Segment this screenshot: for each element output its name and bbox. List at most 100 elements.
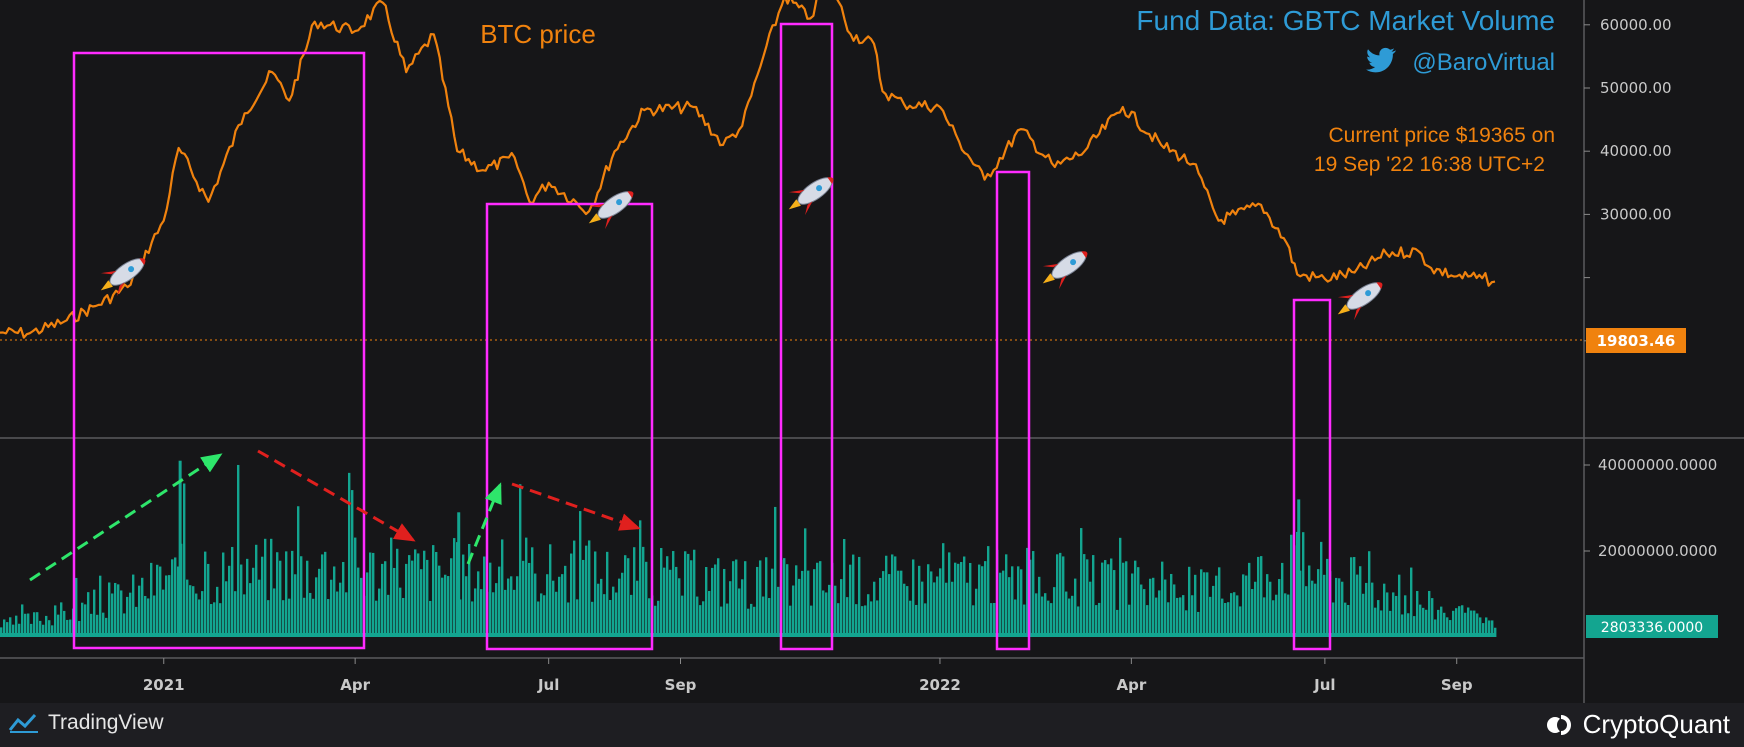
volume-bar — [1413, 616, 1416, 637]
volume-bar — [585, 545, 588, 637]
volume-bar — [54, 605, 57, 637]
volume-bar — [264, 538, 267, 637]
volume-bar — [321, 554, 324, 637]
volume-bar — [1452, 610, 1455, 637]
volume-bar — [660, 548, 663, 637]
volume-bar — [438, 565, 441, 637]
price-tick-label: 60000.00 — [1600, 16, 1672, 34]
volume-bar — [579, 511, 582, 637]
rocket-flame — [100, 280, 113, 291]
tradingview-brand[interactable]: TradingView — [8, 711, 164, 735]
cryptoquant-brand[interactable]: CryptoQuant — [1545, 709, 1730, 740]
volume-bar — [171, 559, 174, 637]
volume-bar — [255, 544, 258, 637]
volume-bar — [315, 577, 318, 637]
volume-bar — [558, 576, 561, 637]
volume-bar — [762, 596, 765, 637]
volume-bar — [1119, 537, 1122, 637]
volume-bar — [1425, 609, 1428, 637]
arrow-down-2 — [511, 482, 641, 531]
volume-bar — [1320, 541, 1323, 637]
volume-bar — [1323, 574, 1326, 637]
volume-bar — [3, 619, 6, 637]
volume-bar — [21, 604, 24, 637]
twitter-bird-icon — [1366, 47, 1397, 73]
volume-bar — [282, 600, 285, 637]
volume-bar — [906, 586, 909, 637]
volume-bar — [69, 619, 72, 637]
volume-bar — [1107, 564, 1110, 637]
volume-bar — [1134, 560, 1137, 637]
volume-bar — [939, 568, 942, 637]
volume-bar — [1386, 592, 1389, 637]
volume-bar — [627, 558, 630, 637]
volume-bar — [1359, 566, 1362, 637]
volume-bar — [81, 602, 84, 637]
volume-bar — [546, 574, 549, 637]
volume-bar — [753, 606, 756, 637]
volume-bar — [576, 599, 579, 637]
volume-bar — [27, 613, 30, 637]
volume-bar — [540, 593, 543, 637]
volume-bar — [1458, 606, 1461, 637]
volume-bar — [930, 571, 933, 637]
volume-bar — [960, 562, 963, 637]
time-tick-label: 2021 — [143, 676, 185, 694]
volume-bar — [837, 603, 840, 637]
volume-bar — [1128, 604, 1131, 637]
time-axis: 2021 Apr Jul Sep 2022 Apr Jul Sep — [143, 658, 1473, 694]
volume-bar — [483, 556, 486, 637]
volume-bar — [480, 589, 483, 637]
volume-bar — [531, 547, 534, 637]
volume-bar — [342, 562, 345, 637]
volume-bar — [522, 560, 525, 637]
volume-bar — [1419, 604, 1422, 637]
volume-bar — [1002, 570, 1005, 637]
volume-bar — [1251, 589, 1254, 637]
volume-bar — [123, 613, 126, 637]
volume-bar — [969, 562, 972, 637]
volume-bar — [603, 594, 606, 637]
rocket-fin-bottom — [1354, 306, 1362, 321]
volume-bar — [618, 578, 621, 637]
volume-bar — [462, 554, 465, 637]
cryptoquant-logo-icon — [1546, 714, 1573, 735]
volume-bar — [1047, 600, 1050, 637]
volume-bar — [369, 552, 372, 637]
volume-bar — [1230, 593, 1233, 637]
volume-bar — [561, 574, 564, 637]
volume-bar — [759, 560, 762, 637]
volume-bar — [1287, 594, 1290, 637]
volume-bar — [1071, 595, 1074, 637]
volume-bar — [1038, 576, 1041, 637]
volume-bar — [1326, 558, 1329, 637]
volume-bar — [378, 588, 381, 637]
time-tick-label: Apr — [1116, 676, 1146, 694]
volume-bar — [1236, 595, 1239, 637]
volume-bar — [66, 619, 69, 637]
volume-bar — [1167, 602, 1170, 637]
volume-bar — [924, 603, 927, 637]
volume-bar — [852, 554, 855, 637]
volume-bar — [990, 603, 993, 637]
volume-bar — [543, 595, 546, 637]
volume-bar — [1023, 604, 1026, 637]
volume-bar — [1062, 556, 1065, 637]
price-tick-label: 30000.00 — [1600, 205, 1672, 223]
volume-bar — [279, 560, 282, 637]
arrow-up-2 — [466, 482, 502, 565]
volume-bar-spike — [1297, 499, 1301, 637]
volume-bar — [1296, 531, 1299, 637]
tradingview-label: TradingView — [48, 711, 164, 734]
volume-bar — [1368, 551, 1371, 637]
volume-bar — [681, 595, 684, 637]
volume-bar — [909, 600, 912, 637]
volume-bar — [468, 543, 471, 637]
volume-bar — [240, 564, 243, 637]
volume-bar — [372, 552, 375, 637]
volume-bar — [195, 593, 198, 637]
volume-tick-label: 20000000.0000 — [1598, 542, 1717, 560]
volume-bar — [132, 574, 135, 637]
volume-bar — [834, 585, 837, 637]
chart-title: Fund Data: GBTC Market Volume — [1136, 5, 1555, 36]
